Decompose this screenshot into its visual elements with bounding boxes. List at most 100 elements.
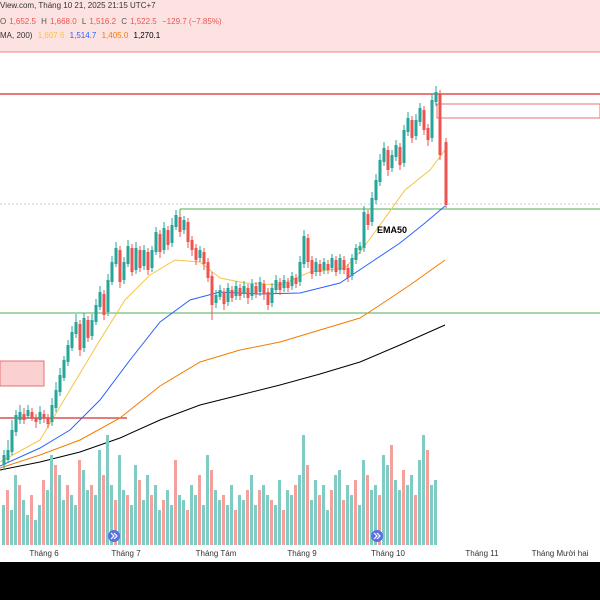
volume-bar [258, 490, 261, 545]
volume-bar [58, 475, 61, 545]
volume-bar [274, 505, 277, 545]
volume-bar [122, 490, 125, 545]
candle-body [418, 108, 422, 122]
volume-bar [374, 485, 377, 545]
bottom-toolbar [0, 562, 600, 600]
candle-body [182, 220, 186, 230]
demand-zone-box [0, 360, 45, 387]
volume-bar [286, 490, 289, 545]
candle-body [330, 258, 334, 268]
volume-bar [338, 470, 341, 545]
ema-legend[interactable]: MA, 200) 1,607.6 1,514.7 1,405.0 1,270.1 [0, 31, 163, 41]
volume-bar [242, 500, 245, 545]
candle-body [126, 246, 130, 264]
chart-source-line: View.com, Tháng 10 21, 2025 21:15 UTC+7 [0, 1, 159, 11]
chart-area[interactable]: View.com, Tháng 10 21, 2025 21:15 UTC+7 … [0, 0, 600, 562]
candle-body [186, 222, 190, 242]
ema100-line [0, 259, 446, 469]
volume-bar [118, 455, 121, 545]
volume-bar [342, 500, 345, 545]
volume-bar [158, 510, 161, 545]
volume-bar [46, 490, 49, 545]
candle-body [298, 262, 302, 282]
ema50-annotation: EMA50 [377, 225, 408, 235]
low-value: 1,516.2 [89, 17, 117, 26]
candle-body [142, 250, 146, 266]
volume-bar [6, 490, 9, 545]
candle-body [34, 418, 38, 422]
volume-bar [246, 490, 249, 545]
candle-body [426, 128, 430, 140]
volume-bar [418, 460, 421, 545]
volume-bar [250, 475, 253, 545]
candle-body [26, 410, 30, 416]
candle-body [274, 280, 278, 290]
candle-body [90, 320, 94, 336]
candle-body [74, 322, 78, 334]
candle-body [318, 264, 322, 272]
candle-body [306, 238, 310, 262]
close-value: 1,522.5 [130, 17, 157, 26]
volume-bar [350, 495, 353, 545]
candle-body [326, 264, 330, 270]
candle-body [66, 345, 70, 362]
candle-body [270, 288, 274, 303]
volume-bar [346, 485, 349, 545]
volume-bar [194, 495, 197, 545]
candle-body [210, 276, 214, 305]
volume-bar [90, 485, 93, 545]
volume-bar [270, 500, 273, 545]
candle-body [190, 240, 194, 250]
volume-bar [310, 500, 313, 545]
ohlc-legend: O 1,652.5 H 1,668.0 L 1,516.2 C 1,522.5 −129… [0, 17, 225, 27]
candle-body [178, 217, 182, 232]
candle-body [358, 246, 362, 250]
volume-bar [74, 505, 77, 545]
candle-body [246, 288, 250, 298]
candle-body [230, 290, 234, 298]
candle-body [214, 295, 218, 303]
candle-body [382, 148, 386, 162]
volume-bar [362, 460, 365, 545]
ema20-line [0, 149, 446, 463]
volume-bar [190, 485, 193, 545]
candle-body [46, 418, 50, 424]
candle-body [438, 94, 442, 155]
price-chart[interactable] [0, 0, 600, 562]
ema100-value: 1,405.0 [101, 31, 129, 40]
volume-bar [102, 475, 105, 545]
source-title: View.com, Tháng 10 21, 2025 21:15 UTC+7 [0, 1, 156, 10]
volume-bar [174, 460, 177, 545]
candle-body [390, 155, 394, 168]
double-chevron-right-icon [373, 532, 381, 540]
volume-bar [314, 480, 317, 545]
candle-body [166, 230, 170, 245]
candle-body [362, 212, 366, 248]
candle-body [170, 225, 174, 243]
candle-body [422, 110, 426, 130]
volume-bar [98, 450, 101, 545]
volume-bar [322, 485, 325, 545]
resistance-zone-box [436, 103, 600, 119]
ema50-line [0, 205, 446, 467]
volume-bar [306, 465, 309, 545]
volume-bar [182, 500, 185, 545]
volume-bar [386, 465, 389, 545]
candle-body [354, 248, 358, 260]
candle-body [310, 260, 314, 274]
candle-body [130, 248, 134, 272]
volume-bar [430, 485, 433, 545]
candle-body [314, 262, 318, 272]
candle-body [242, 286, 246, 294]
candle-body [154, 232, 158, 252]
candle-body [14, 415, 18, 432]
candle-body [394, 145, 398, 157]
volume-bar [326, 510, 329, 545]
volume-bar [330, 490, 333, 545]
candle-body [174, 215, 178, 227]
candle-body [202, 252, 206, 264]
candle-body [218, 290, 222, 297]
candle-body [378, 160, 382, 182]
candle-body [294, 278, 298, 284]
volume-bar [238, 495, 241, 545]
